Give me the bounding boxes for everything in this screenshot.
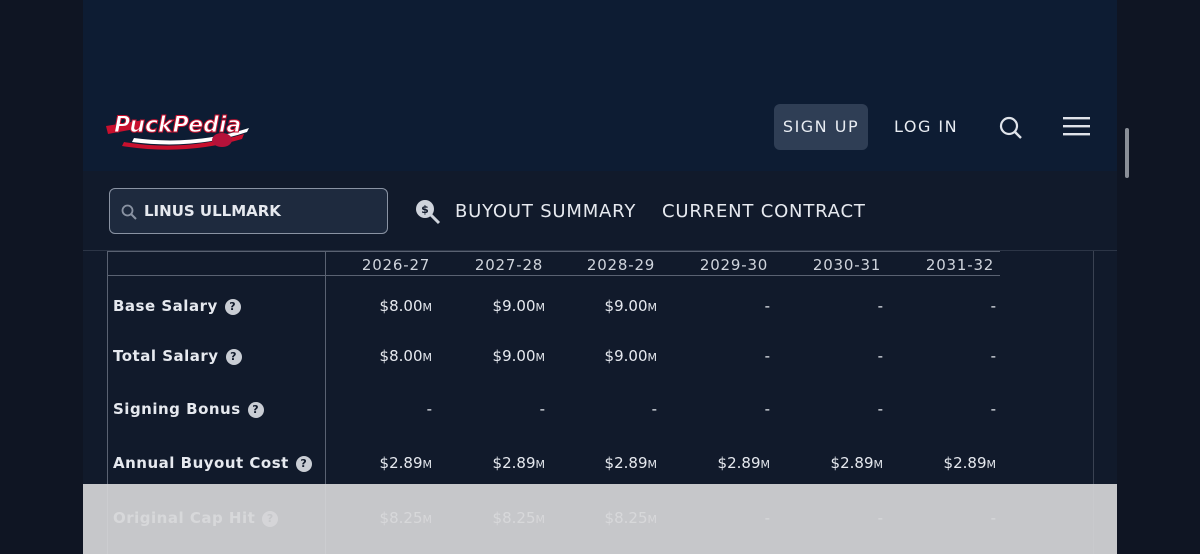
divider [83, 250, 1117, 251]
column-header: 2029-30 [699, 256, 769, 274]
amount: $2.89 [943, 454, 987, 472]
cell: $2.89M [547, 454, 657, 472]
help-icon: ? [225, 349, 242, 365]
cell: - [877, 297, 883, 315]
cell: - [764, 297, 770, 315]
unit: M [986, 458, 997, 471]
search-icon[interactable] [998, 115, 1024, 141]
amount: $9.00 [604, 347, 648, 365]
row-label: Signing Bonus? [113, 400, 264, 418]
unit: M [422, 458, 433, 471]
cell: $8.00M [322, 347, 432, 365]
table-border [107, 275, 1000, 276]
amount: $9.00 [604, 297, 648, 315]
row-label: Base Salary? [113, 297, 241, 315]
cell: $2.89M [773, 454, 883, 472]
logo[interactable]: PuckPedia [104, 104, 256, 152]
row-label-text: Total Salary [113, 347, 219, 365]
cell: - [651, 400, 657, 418]
cell: - [426, 400, 432, 418]
amount: $2.89 [379, 454, 423, 472]
column-header: 2026-27 [361, 256, 431, 274]
unit: M [535, 301, 546, 314]
amount: $8.00 [379, 347, 423, 365]
cell: - [990, 347, 996, 365]
amount: $2.89 [492, 454, 536, 472]
help-icon: ? [295, 456, 312, 472]
table-border [325, 251, 326, 554]
amount: $8.00 [379, 297, 423, 315]
cell: - [764, 347, 770, 365]
table-border [107, 251, 1000, 252]
log-in-button[interactable]: LOG IN [894, 117, 959, 136]
cell: $2.89M [322, 454, 432, 472]
unit: M [535, 351, 546, 364]
cell: - [877, 400, 883, 418]
cell: - [539, 400, 545, 418]
amount: $9.00 [492, 297, 536, 315]
amount: $2.89 [604, 454, 648, 472]
cell: $9.00M [547, 297, 657, 315]
help-icon: ? [247, 402, 264, 418]
cell: $9.00M [435, 297, 545, 315]
cell: - [990, 400, 996, 418]
logo-text: PuckPedia [114, 113, 241, 138]
buyout-icon-text: $ [421, 203, 429, 216]
help-icon: ? [224, 299, 241, 315]
search-glyph [121, 204, 137, 220]
cell: $2.89M [660, 454, 770, 472]
cell: $2.89M [886, 454, 996, 472]
menu-icon[interactable] [1063, 115, 1091, 139]
cell: - [877, 347, 883, 365]
cell: $9.00M [547, 347, 657, 365]
unit: M [760, 458, 771, 471]
cell: - [990, 297, 996, 315]
header [83, 0, 1117, 171]
cell: $8.00M [322, 297, 432, 315]
column-header: 2031-32 [925, 256, 995, 274]
row-label-text: Signing Bonus [113, 400, 241, 418]
unit: M [647, 458, 658, 471]
row-label: Annual Buyout Cost? [113, 454, 312, 472]
unit: M [647, 351, 658, 364]
cell: $2.89M [435, 454, 545, 472]
search-box[interactable]: LINUS ULLMARK [109, 188, 388, 234]
table-border [1093, 251, 1094, 554]
row-label-text: Base Salary [113, 297, 218, 315]
scrollbar[interactable] [1125, 128, 1129, 178]
amount: $2.89 [717, 454, 761, 472]
cell: - [764, 400, 770, 418]
sign-up-button[interactable]: SIGN UP [774, 104, 868, 150]
cell: $9.00M [435, 347, 545, 365]
unit: M [422, 351, 433, 364]
unit: M [422, 301, 433, 314]
column-header: 2028-29 [586, 256, 656, 274]
buyout-icon: $ [416, 200, 441, 225]
column-header: 2030-31 [812, 256, 882, 274]
unit: M [873, 458, 884, 471]
tab[interactable]: BUYOUT SUMMARY [455, 201, 637, 222]
column-header: 2027-28 [474, 256, 544, 274]
amount: $9.00 [492, 347, 536, 365]
amount: $2.89 [830, 454, 874, 472]
row-label: Total Salary? [113, 347, 242, 365]
search-text: LINUS ULLMARK [144, 202, 281, 220]
row-label-text: Annual Buyout Cost [113, 454, 289, 472]
tab[interactable]: CURRENT CONTRACT [662, 201, 866, 222]
overlay [83, 484, 1117, 554]
unit: M [535, 458, 546, 471]
table-border [107, 251, 108, 554]
unit: M [647, 301, 658, 314]
